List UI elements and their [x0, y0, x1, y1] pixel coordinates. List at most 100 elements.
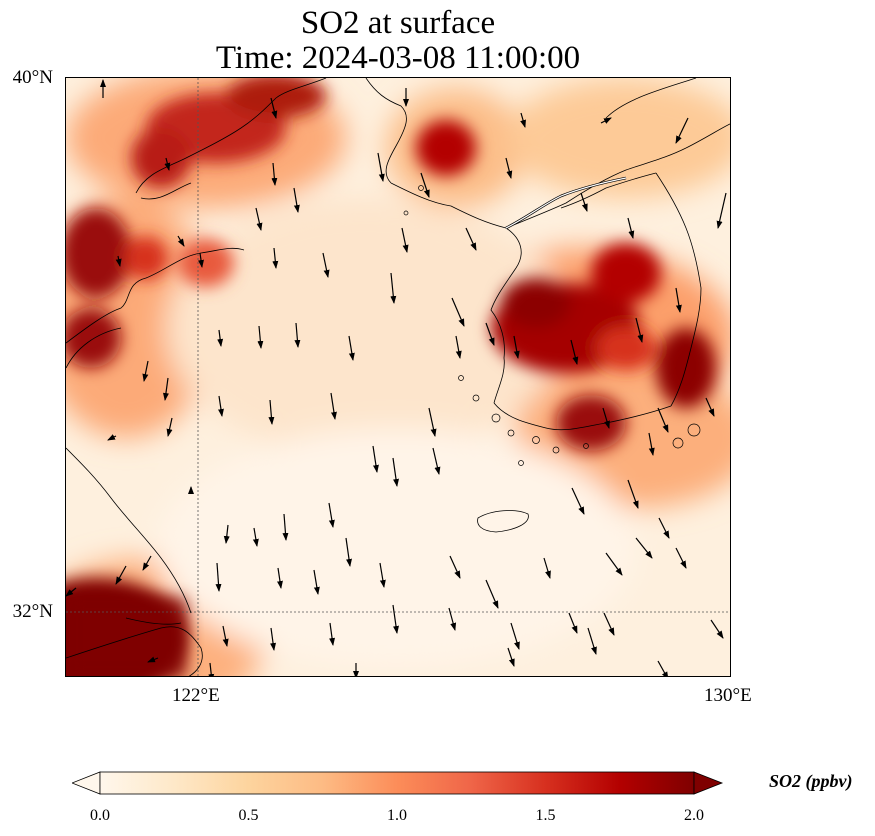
- wind-arrow: [627, 217, 635, 239]
- wind-arrow: [513, 335, 520, 359]
- wind-arrow: [448, 607, 457, 631]
- wind-arrow: [107, 434, 117, 441]
- colorbar: [72, 771, 724, 795]
- islands-sw-korea: [403, 185, 701, 466]
- figure-title-line-1: SO2 at surface: [300, 5, 496, 41]
- wind-arrow: [451, 297, 465, 327]
- wind-arrow: [455, 335, 462, 359]
- wind-arrow: [330, 392, 337, 420]
- wind-arrow: [428, 407, 437, 437]
- colorbar-tick-label: 1.0: [387, 807, 407, 824]
- wind-arrow: [164, 157, 171, 171]
- colorbar-gradient: [99, 771, 695, 795]
- lon-label-122e: 122°E: [172, 685, 220, 706]
- wind-arrow: [223, 524, 230, 544]
- wind-arrow: [627, 479, 639, 509]
- wind-arrow: [276, 567, 283, 589]
- so2-map: [66, 78, 730, 676]
- colorbar-min-extend: [72, 771, 101, 795]
- colorbar-max-extend: [693, 771, 724, 795]
- wind-arrow: [600, 117, 612, 124]
- wind-arrow: [255, 207, 263, 231]
- wind-arrow: [675, 547, 687, 569]
- colorbar-label: SO2 (ppbv): [769, 771, 853, 791]
- map-panel: [65, 77, 731, 677]
- plume-yellow-sea: [166, 198, 566, 458]
- wind-arrow: [271, 162, 278, 186]
- wind-arrow: [570, 339, 579, 365]
- wind-vectors: [66, 79, 727, 676]
- wind-arrow: [465, 227, 477, 251]
- wind-arrow: [208, 662, 215, 676]
- wind-arrow: [215, 562, 222, 592]
- wind-arrow: [507, 647, 515, 667]
- wind-arrow: [147, 656, 159, 663]
- jeju-island: [477, 510, 529, 533]
- so2-field: [66, 78, 730, 676]
- wind-arrow: [605, 552, 623, 576]
- wind-arrow: [66, 587, 77, 597]
- wind-arrow: [675, 287, 682, 313]
- wind-arrow: [198, 252, 204, 268]
- lon-label-130e: 130°E: [704, 685, 752, 706]
- plume-nk-east: [506, 78, 730, 198]
- colorbar-tick-label: 0.0: [90, 807, 110, 824]
- wind-arrow: [142, 360, 149, 382]
- wind-arrow: [377, 152, 385, 182]
- wind-arrow: [372, 445, 379, 473]
- wind-arrow: [587, 627, 597, 655]
- wind-arrow: [716, 192, 727, 229]
- wind-arrow: [217, 329, 224, 347]
- wind-arrow: [571, 487, 585, 515]
- lat-label-32n: 32°N: [12, 601, 53, 622]
- colorbar-tick-label: 1.5: [535, 807, 556, 824]
- wind-arrow: [313, 569, 320, 595]
- wind-arrow: [166, 417, 173, 437]
- wind-arrow: [392, 604, 399, 634]
- wind-arrow: [648, 432, 655, 456]
- wind-arrow: [401, 227, 409, 253]
- wind-arrow: [485, 579, 499, 609]
- wind-arrow: [257, 325, 264, 349]
- wind-arrow: [379, 562, 386, 588]
- wind-arrow: [348, 335, 355, 361]
- wind-arrow: [115, 255, 122, 267]
- wind-arrow: [272, 247, 279, 269]
- figure-title-line-2: Time: 2024-03-08 11:00:00: [215, 40, 581, 76]
- wind-arrow: [294, 322, 301, 348]
- wind-arrow: [392, 457, 399, 487]
- wind-arrow: [432, 447, 441, 475]
- wind-arrow: [115, 565, 127, 585]
- wind-arrow: [602, 407, 610, 429]
- wind-arrow: [293, 187, 300, 213]
- wind-arrow: [449, 555, 461, 579]
- wind-arrow: [568, 612, 578, 634]
- wind-arrow: [345, 537, 352, 567]
- wind-arrow: [217, 395, 224, 417]
- wind-arrow: [543, 557, 551, 579]
- clean-air-south: [156, 428, 636, 668]
- wind-arrow: [328, 502, 335, 528]
- wind-arrow: [580, 192, 588, 212]
- wind-arrow: [705, 397, 715, 417]
- wind-arrow: [142, 555, 152, 571]
- wind-arrow: [510, 622, 520, 650]
- colorbar-tick-label: 2.0: [684, 807, 704, 824]
- lat-label-40n: 40°N: [12, 67, 53, 88]
- wind-arrow: [635, 537, 653, 559]
- wind-arrow: [322, 252, 330, 278]
- wind-arrow: [657, 407, 669, 433]
- wind-arrow: [177, 235, 185, 247]
- wind-arrow: [485, 322, 495, 346]
- colorbar-tick-label: 0.5: [238, 807, 259, 824]
- wind-arrow: [675, 117, 689, 144]
- wind-arrow: [657, 660, 669, 676]
- wind-arrow: [270, 97, 278, 119]
- wind-arrow: [270, 627, 277, 651]
- wind-arrow: [162, 377, 169, 401]
- korea-dmz-inner: [505, 177, 627, 229]
- wind-arrow: [252, 527, 259, 547]
- wind-arrow: [268, 399, 275, 425]
- wind-arrow: [329, 622, 336, 646]
- wind-arrow: [420, 172, 430, 198]
